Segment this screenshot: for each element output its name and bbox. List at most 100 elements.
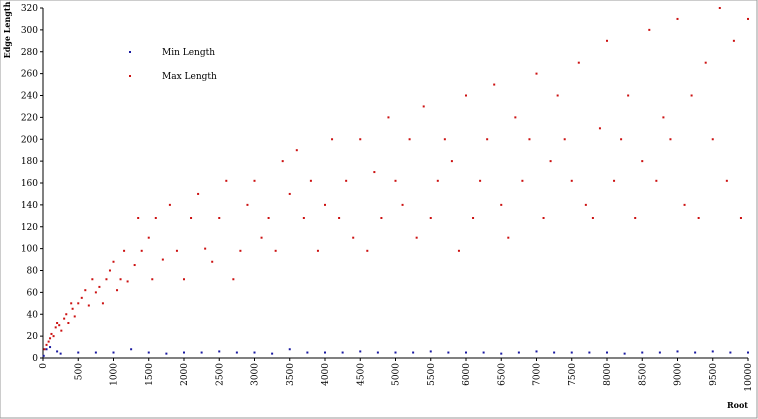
point <box>415 236 418 239</box>
point <box>306 351 309 354</box>
point <box>429 350 432 353</box>
point <box>394 179 397 182</box>
x-tick-label: 5000 <box>392 363 402 386</box>
x-tick-label: 500 <box>74 363 84 380</box>
point <box>359 350 362 353</box>
point <box>739 217 742 219</box>
point <box>542 217 545 219</box>
point <box>271 352 274 355</box>
x-tick-label: 6000 <box>462 363 472 386</box>
point <box>50 332 53 335</box>
point <box>479 179 482 182</box>
point <box>65 313 68 316</box>
x-tick-label: 1000 <box>110 363 120 386</box>
point <box>338 217 341 219</box>
point <box>493 83 496 86</box>
point <box>98 285 101 288</box>
point <box>507 236 510 239</box>
point <box>690 94 693 97</box>
point <box>408 138 411 141</box>
point <box>87 304 90 307</box>
point <box>486 138 489 141</box>
x-tick-label: 7500 <box>568 363 578 386</box>
point <box>112 351 115 354</box>
point <box>482 351 485 354</box>
point <box>253 179 256 182</box>
point <box>352 236 355 239</box>
y-tick-label: 240 <box>21 92 38 102</box>
x-tick-label: 7000 <box>533 363 543 386</box>
point <box>119 278 122 281</box>
point <box>47 340 50 343</box>
legend-marker <box>129 51 131 53</box>
point <box>324 203 326 206</box>
point <box>345 179 348 182</box>
x-tick-label: 10000 <box>744 363 754 392</box>
point <box>697 217 700 219</box>
y-tick-label: 100 <box>21 245 38 255</box>
point <box>108 269 111 272</box>
point <box>641 351 644 354</box>
point <box>641 160 644 163</box>
point <box>729 351 732 354</box>
point <box>239 249 242 252</box>
x-tick-label: 3000 <box>251 363 261 386</box>
point <box>168 203 171 206</box>
point <box>49 346 52 349</box>
point <box>535 350 538 353</box>
y-axis-label: Edge Length <box>2 1 12 58</box>
point <box>183 351 185 354</box>
point <box>401 203 404 206</box>
x-tick-label: 8500 <box>638 363 648 386</box>
x-tick-label: 9000 <box>674 363 684 386</box>
point <box>151 278 154 281</box>
x-tick-label: 5500 <box>427 363 437 386</box>
point <box>606 39 608 42</box>
point <box>133 264 136 267</box>
point <box>359 138 362 141</box>
x-tick-label: 4000 <box>321 363 331 386</box>
point <box>732 39 735 42</box>
point <box>232 278 235 281</box>
point <box>218 350 221 353</box>
point <box>704 61 707 64</box>
point <box>130 348 133 351</box>
point <box>204 247 207 250</box>
point <box>394 351 397 354</box>
point <box>147 236 150 239</box>
point <box>648 28 651 31</box>
point <box>341 351 344 354</box>
point <box>443 138 446 141</box>
y-tick-label: 180 <box>21 157 38 167</box>
point <box>42 354 45 357</box>
x-tick-label: 2000 <box>180 363 190 386</box>
point <box>71 307 74 310</box>
point <box>67 322 70 324</box>
point <box>588 351 591 354</box>
point <box>655 179 658 182</box>
point <box>70 302 73 305</box>
point <box>235 351 238 354</box>
point <box>429 217 432 219</box>
point <box>190 217 193 219</box>
point <box>77 351 80 354</box>
point <box>662 116 665 119</box>
point <box>553 351 556 354</box>
point <box>91 278 94 281</box>
point <box>563 138 566 141</box>
point <box>183 278 185 281</box>
point <box>267 217 270 219</box>
point <box>316 249 319 252</box>
point <box>154 217 157 219</box>
point <box>387 116 390 119</box>
point <box>556 94 559 97</box>
point <box>570 179 573 182</box>
point <box>676 17 679 20</box>
y-tick-label: 80 <box>27 267 39 277</box>
point <box>747 351 749 354</box>
point <box>63 317 66 320</box>
y-tick-label: 280 <box>21 48 38 58</box>
x-tick-label: 1500 <box>145 363 155 386</box>
point <box>60 329 63 332</box>
